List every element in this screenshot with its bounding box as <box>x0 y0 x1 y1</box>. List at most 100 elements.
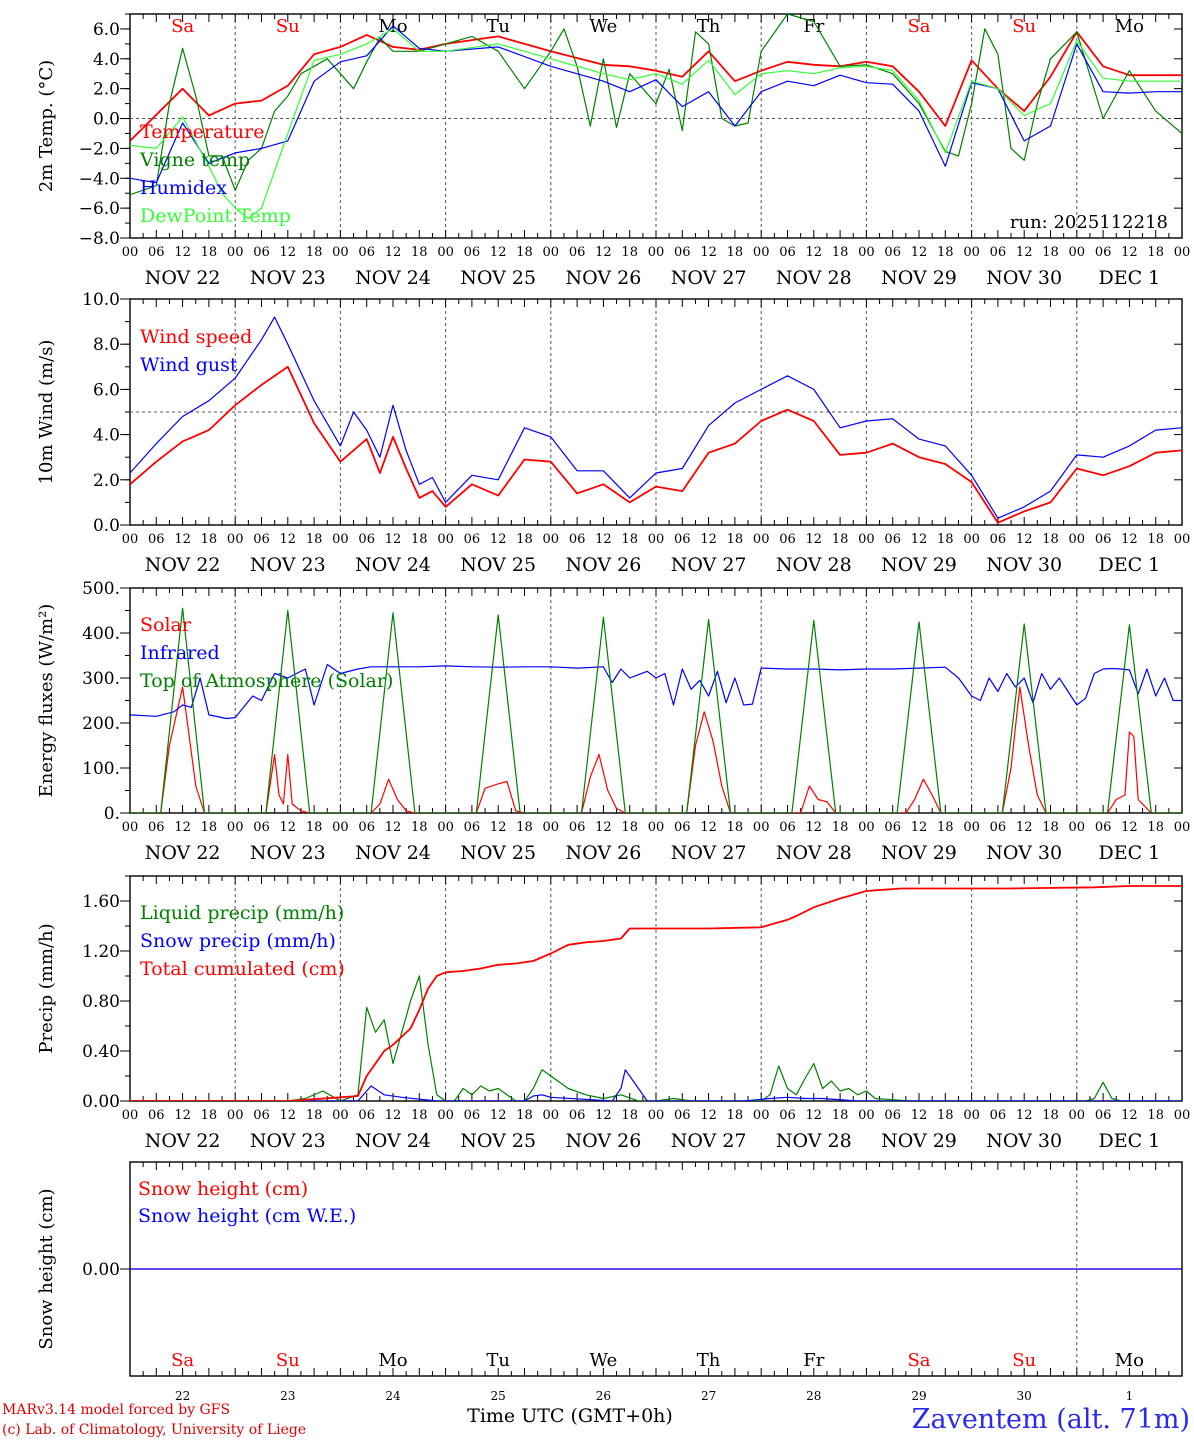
hour-tick-label: 06 <box>569 532 586 547</box>
hour-tick-label: 12 <box>490 245 507 260</box>
hour-tick-label: 18 <box>937 1108 954 1123</box>
hour-tick-label: 12 <box>280 245 297 260</box>
series-line-liquid-precip-mm-h- <box>130 975 1182 1101</box>
day-number-label: 29 <box>911 1389 926 1403</box>
hour-tick-label: 00 <box>332 532 349 547</box>
day-number-label: 1 <box>1126 1389 1134 1403</box>
hour-tick-label: 06 <box>884 532 901 547</box>
hour-tick-label: 00 <box>543 820 560 835</box>
hour-tick-label: 12 <box>700 820 717 835</box>
legend-entry: Total cumulated (cm) <box>140 958 345 980</box>
series-line-snow-precip-mm-h- <box>130 1069 1182 1101</box>
y-tick-label: 0.80 <box>82 992 120 1012</box>
day-number-label: 23 <box>280 1389 295 1403</box>
hour-tick-label: 18 <box>201 245 218 260</box>
y-tick-label: −8.0 <box>79 229 120 249</box>
hour-tick-label: 00 <box>648 245 665 260</box>
date-label: NOV 29 <box>881 1130 957 1152</box>
date-label: NOV 27 <box>671 1130 747 1152</box>
hour-tick-label: 12 <box>806 1108 823 1123</box>
series-line-vigne-temp <box>130 14 1182 196</box>
hour-tick-label: 18 <box>1147 532 1164 547</box>
hour-tick-label: 06 <box>1095 820 1112 835</box>
y-tick-label: 500. <box>82 579 120 599</box>
day-number-label: 25 <box>491 1389 506 1403</box>
hour-tick-label: 06 <box>1095 245 1112 260</box>
hour-tick-label: 12 <box>1016 820 1033 835</box>
hour-tick-label: 18 <box>727 820 744 835</box>
hour-tick-label: 18 <box>306 245 323 260</box>
credits-model: MARv3.14 model forced by GFS <box>2 1402 230 1418</box>
day-number-label: 26 <box>596 1389 611 1403</box>
hour-tick-label: 12 <box>280 532 297 547</box>
weekday-label: Fr <box>803 1350 824 1371</box>
series-line-temperature <box>130 30 1182 142</box>
y-tick-label: 1.20 <box>82 942 120 962</box>
series-line-top-of-atmosphere-solar- <box>130 607 1182 813</box>
hour-tick-label: 12 <box>490 1108 507 1123</box>
hour-tick-label: 06 <box>1095 1108 1112 1123</box>
panel-snow: 0.00 Snow height (cm) Sa Su Mo Tu We Th Fr Sa Su Mo… <box>36 1161 1183 1403</box>
hour-tick-label: 12 <box>385 1108 402 1123</box>
y-axis-label: Precip (mm/h) <box>36 923 57 1053</box>
y-tick-label: 6.0 <box>93 20 120 40</box>
hour-tick-label: 18 <box>306 1108 323 1123</box>
day-number-label: 27 <box>701 1389 716 1403</box>
date-label: NOV 29 <box>881 842 957 864</box>
hour-tick-label: 06 <box>464 820 481 835</box>
hour-tick-label: 18 <box>832 532 849 547</box>
series-line-wind-gust <box>130 316 1182 519</box>
hour-tick-label: 12 <box>280 1108 297 1123</box>
hour-tick-label: 18 <box>516 532 533 547</box>
hour-tick-label: 18 <box>937 820 954 835</box>
hour-tick-label: 00 <box>122 820 139 835</box>
day-number-label: 30 <box>1017 1389 1032 1403</box>
hour-tick-label: 06 <box>674 820 691 835</box>
y-tick-label: 10.0 <box>82 290 120 310</box>
hour-tick-label: 12 <box>806 820 823 835</box>
legend-entry: Humidex <box>140 177 227 199</box>
hour-tick-label: 12 <box>595 245 612 260</box>
legend-entry: Liquid precip (mm/h) <box>140 902 344 924</box>
hour-tick-label: 12 <box>700 245 717 260</box>
date-label: NOV 25 <box>460 1130 536 1152</box>
hour-tick-label: 18 <box>1147 820 1164 835</box>
hour-tick-label: 12 <box>490 532 507 547</box>
hour-tick-label: 06 <box>358 245 375 260</box>
legend-entry: Snow precip (mm/h) <box>140 930 336 952</box>
hour-tick-label: 00 <box>437 820 454 835</box>
hour-tick-label: 18 <box>1147 245 1164 260</box>
hour-tick-label: 18 <box>411 532 428 547</box>
hour-tick-label: 12 <box>595 532 612 547</box>
date-label: NOV 28 <box>776 1130 852 1152</box>
hour-tick-label: 18 <box>201 820 218 835</box>
date-label: NOV 30 <box>986 842 1062 864</box>
hour-tick-label: 00 <box>332 1108 349 1123</box>
hour-tick-label: 00 <box>648 1108 665 1123</box>
hour-tick-label: 00 <box>122 245 139 260</box>
legend-entry: Vigne temp <box>139 149 250 171</box>
date-label: NOV 26 <box>565 842 641 864</box>
series-line-infrared <box>130 663 1182 720</box>
y-tick-label: 0.0 <box>93 110 120 130</box>
legend-entry: Solar <box>140 614 192 636</box>
y-tick-label: 0.00 <box>82 1260 120 1280</box>
y-tick-label: 2.0 <box>93 80 120 100</box>
date-label: NOV 27 <box>671 267 747 289</box>
hour-tick-label: 06 <box>990 1108 1007 1123</box>
y-tick-label: 1.60 <box>82 892 120 912</box>
hour-tick-label: 12 <box>1121 532 1138 547</box>
hour-tick-label: 00 <box>753 532 770 547</box>
hour-tick-label: 00 <box>437 532 454 547</box>
hour-tick-label: 00 <box>648 532 665 547</box>
weekday-label: Mo <box>1115 1350 1144 1371</box>
day-number-label: 22 <box>175 1389 190 1403</box>
date-label: NOV 25 <box>460 842 536 864</box>
series-line-humidex <box>130 25 1182 184</box>
hour-tick-label: 18 <box>621 1108 638 1123</box>
hour-tick-label: 12 <box>174 532 191 547</box>
weekday-label: Sa <box>907 16 930 37</box>
series-line-dewpoint-temp <box>130 28 1182 220</box>
hour-tick-label: 12 <box>385 245 402 260</box>
hour-tick-label: 00 <box>543 532 560 547</box>
